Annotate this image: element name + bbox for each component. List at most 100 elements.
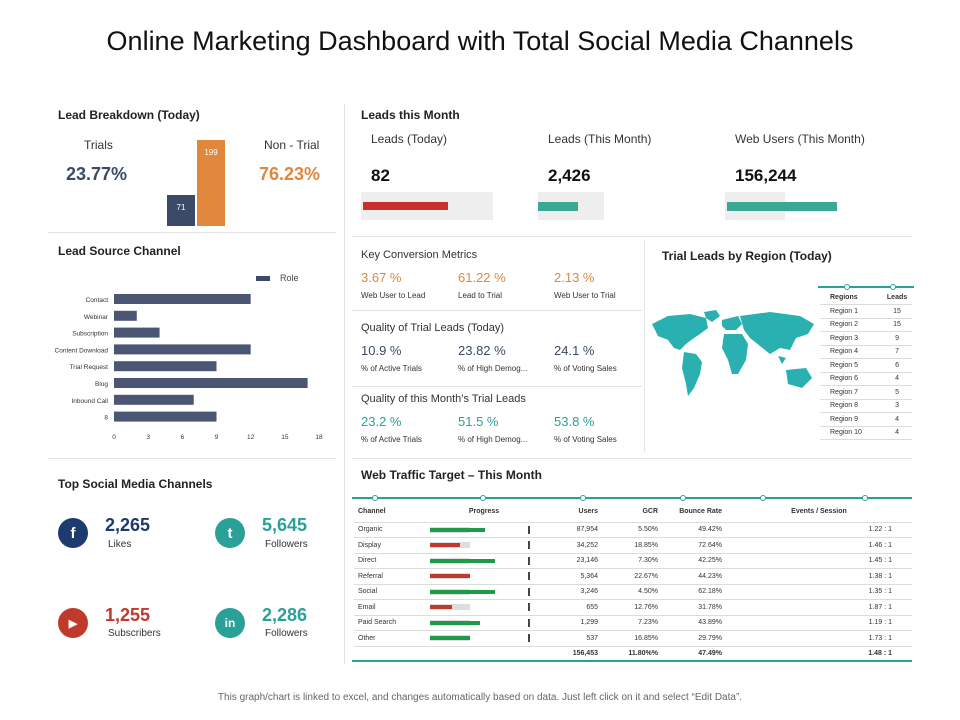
traffic-channel: Email bbox=[354, 599, 426, 616]
traffic-gcr: 7.23% bbox=[602, 615, 662, 631]
twitter-value: 5,645 bbox=[262, 515, 308, 535]
progress-target-marker bbox=[528, 541, 530, 550]
progress-fill bbox=[430, 574, 470, 579]
traffic-gcr: 4.50% bbox=[602, 584, 662, 600]
quality-today-value-2: 23.82 % bbox=[458, 343, 506, 358]
traffic-gcr: 16.85% bbox=[602, 630, 662, 647]
nontrial-bar-label: 199 bbox=[204, 148, 218, 157]
kpi-leads-today-value: 82 bbox=[371, 166, 390, 185]
divider-vertical-region bbox=[644, 240, 645, 452]
region-leads: 4 bbox=[882, 412, 912, 427]
progress-fill bbox=[430, 620, 480, 625]
legend-label: Role bbox=[280, 273, 299, 283]
traffic-channel: Organic bbox=[354, 522, 426, 538]
kpi-leads-today-label: Leads (Today) bbox=[371, 132, 448, 146]
traffic-bounce: 43.89% bbox=[662, 615, 726, 631]
traffic-marker-6 bbox=[862, 495, 868, 501]
region-title: Trial Leads by Region (Today) bbox=[662, 249, 832, 263]
twitter-icon[interactable]: t bbox=[215, 518, 245, 548]
traffic-progress bbox=[426, 553, 542, 569]
traffic-gcr: 5.50% bbox=[602, 522, 662, 538]
linkedin-icon[interactable]: in bbox=[215, 608, 245, 638]
bar-content-download bbox=[114, 344, 251, 355]
progress-track bbox=[430, 587, 530, 596]
category-label: Content Download bbox=[55, 347, 109, 354]
facebook-icon[interactable]: f bbox=[58, 518, 88, 548]
traffic-channel: Social bbox=[354, 584, 426, 600]
linkedin-label: Followers bbox=[265, 628, 308, 639]
traffic-progress bbox=[426, 599, 542, 616]
bar-inbound-call bbox=[114, 394, 194, 405]
progress-target-marker bbox=[528, 572, 530, 581]
progress-fill bbox=[430, 543, 460, 548]
traffic-bounce: 44.23% bbox=[662, 568, 726, 585]
progress-target-marker bbox=[528, 618, 530, 627]
traffic-bounce: 49.42% bbox=[662, 522, 726, 538]
kpi-web-users-bar bbox=[727, 202, 837, 211]
traffic-gcr: 7.30% bbox=[602, 553, 662, 569]
traffic-events: 1.73 : 1 bbox=[726, 630, 912, 647]
region-header-leads: Leads bbox=[882, 291, 912, 305]
x-tick-label: 12 bbox=[247, 434, 255, 441]
traffic-bounce: 72.64% bbox=[662, 537, 726, 554]
traffic-progress bbox=[426, 522, 542, 538]
region-name: Region 6 bbox=[820, 372, 883, 386]
twitter-label: Followers bbox=[265, 539, 308, 550]
region-table: Regions Leads Region 1 15 Region 2 15 Regi… bbox=[820, 291, 912, 440]
traffic-progress bbox=[426, 537, 542, 554]
region-name: Region 7 bbox=[820, 385, 883, 400]
progress-fill bbox=[430, 558, 495, 563]
conversion-label-3: Web User to Trial bbox=[554, 291, 616, 300]
bar-trial-request bbox=[114, 361, 217, 372]
quality-today-value-1: 10.9 % bbox=[361, 343, 402, 358]
divider-right-1 bbox=[352, 236, 912, 237]
x-tick-label: 0 bbox=[112, 434, 116, 441]
facebook-value: 2,265 bbox=[105, 515, 151, 535]
traffic-events: 1.19 : 1 bbox=[726, 615, 912, 631]
progress-track bbox=[430, 618, 530, 627]
facebook-label: Likes bbox=[108, 539, 132, 550]
youtube-icon[interactable]: ▶ bbox=[58, 608, 88, 638]
region-leads: 5 bbox=[882, 385, 912, 400]
progress-fill bbox=[430, 527, 485, 532]
traffic-progress bbox=[426, 568, 542, 585]
world-map-icon bbox=[652, 310, 814, 396]
divider-right-2 bbox=[352, 458, 912, 459]
traffic-table-bottom-rule bbox=[352, 660, 912, 662]
region-table-marker-1 bbox=[844, 284, 850, 290]
table-row: Region 2 15 bbox=[820, 318, 912, 332]
region-name: Region 8 bbox=[820, 399, 883, 413]
progress-track bbox=[430, 634, 530, 643]
quality-month-label-3: % of Voting Sales bbox=[554, 435, 617, 444]
youtube-value: 1,255 bbox=[105, 605, 151, 625]
region-name: Region 1 bbox=[820, 304, 883, 319]
category-label: Blog bbox=[95, 381, 108, 388]
x-tick-label: 3 bbox=[146, 434, 150, 441]
nontrial-label: Non - Trial bbox=[264, 138, 320, 152]
progress-track bbox=[430, 603, 530, 612]
divider-left-1 bbox=[48, 232, 336, 233]
traffic-events: 1.35 : 1 bbox=[726, 584, 912, 600]
x-tick-label: 9 bbox=[215, 434, 219, 441]
traffic-events: 1.87 : 1 bbox=[726, 599, 912, 616]
traffic-users: 655 bbox=[542, 599, 602, 616]
progress-target-marker bbox=[528, 634, 530, 643]
table-row: Region 10 4 bbox=[820, 426, 912, 440]
quality-month-value-1: 23.2 % bbox=[361, 414, 402, 429]
progress-target-marker bbox=[528, 603, 530, 612]
lead-breakdown-title: Lead Breakdown (Today) bbox=[58, 108, 200, 122]
traffic-bounce: 29.79% bbox=[662, 630, 726, 647]
traffic-header-channel: Channel bbox=[354, 502, 426, 523]
traffic-header-gcr: GCR bbox=[602, 502, 662, 523]
region-leads: 15 bbox=[882, 318, 912, 332]
progress-track bbox=[430, 525, 530, 534]
traffic-title: Web Traffic Target – This Month bbox=[361, 468, 542, 482]
traffic-events: 1.38 : 1 bbox=[726, 568, 912, 585]
table-row: Email 655 12.76% 31.78% 1.87 : 1 bbox=[354, 599, 912, 616]
progress-fill bbox=[430, 636, 470, 641]
divider-left-2 bbox=[48, 458, 336, 459]
divider-metrics-2 bbox=[352, 386, 642, 387]
